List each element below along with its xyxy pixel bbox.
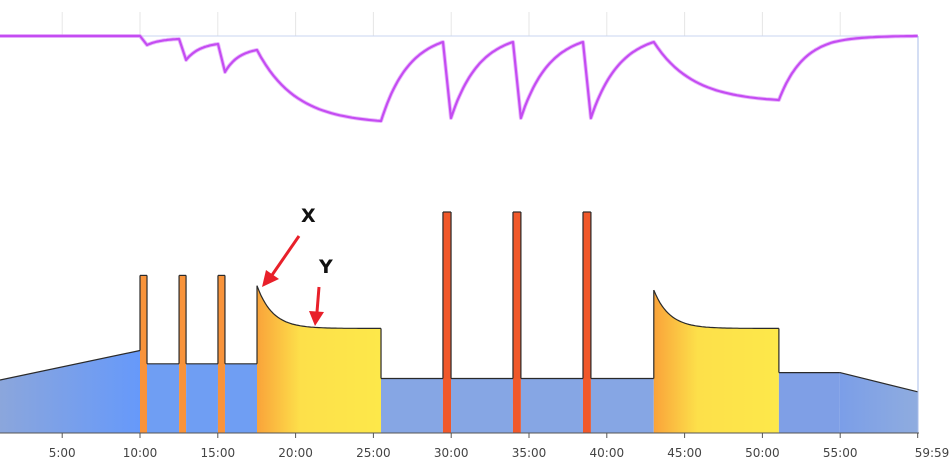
segment-steady-6 — [224, 363, 258, 433]
segment-decay-15 — [653, 290, 779, 433]
arrow-head-icon — [262, 270, 279, 287]
segment-steady-10 — [451, 378, 513, 433]
x-tick-label: 50:00 — [745, 446, 780, 460]
segment-interval-1 — [140, 275, 148, 433]
segment-interval-11 — [512, 212, 521, 433]
segment-ramp-0 — [0, 350, 140, 433]
arrow-head-icon — [309, 311, 324, 326]
segment-interval-5 — [217, 275, 225, 433]
annotation-x: X — [262, 205, 316, 287]
balance-line — [0, 34, 918, 123]
x-tick-label: 5:00 — [49, 446, 76, 460]
segment-steady-2 — [147, 363, 180, 433]
segment-steady-4 — [186, 363, 218, 433]
segment-outline — [653, 289, 779, 329]
gridlines — [0, 12, 918, 37]
annotation-label-x: X — [301, 205, 316, 227]
balance-line-glow — [0, 34, 918, 123]
annotation-y: Y — [309, 256, 333, 326]
x-axis-ticks: 5:00 10:00 15:00 20:00 25:00 30:00 35:00 40:00 4… — [49, 433, 949, 460]
segment-steady-16 — [778, 372, 840, 433]
x-tick-label: 59:59 — [915, 446, 949, 460]
x-tick-label: 40:00 — [590, 446, 625, 460]
x-tick-label: 30:00 — [434, 446, 469, 460]
annotation-label-y: Y — [318, 256, 333, 278]
x-tick-label: 10:00 — [123, 446, 158, 460]
segment-outline — [256, 285, 381, 329]
segment-outline — [0, 349, 141, 381]
segment-steady-12 — [520, 378, 583, 433]
x-tick-label: 55:00 — [823, 446, 858, 460]
segment-interval-9 — [442, 212, 452, 433]
segment-steady-14 — [590, 378, 654, 433]
segment-ramp-17 — [839, 372, 918, 433]
x-tick-label: 15:00 — [201, 446, 236, 460]
segment-steady-8 — [381, 378, 443, 433]
segment-decay-7 — [257, 285, 382, 433]
segment-outline — [839, 372, 918, 393]
power-segments — [0, 211, 918, 433]
x-tick-label: 35:00 — [512, 446, 547, 460]
x-tick-label: 45:00 — [667, 446, 702, 460]
balance-line-path — [0, 34, 918, 123]
segment-interval-13 — [582, 212, 591, 433]
segment-interval-3 — [179, 275, 187, 433]
x-tick-label: 20:00 — [278, 446, 313, 460]
x-tick-label: 25:00 — [356, 446, 391, 460]
